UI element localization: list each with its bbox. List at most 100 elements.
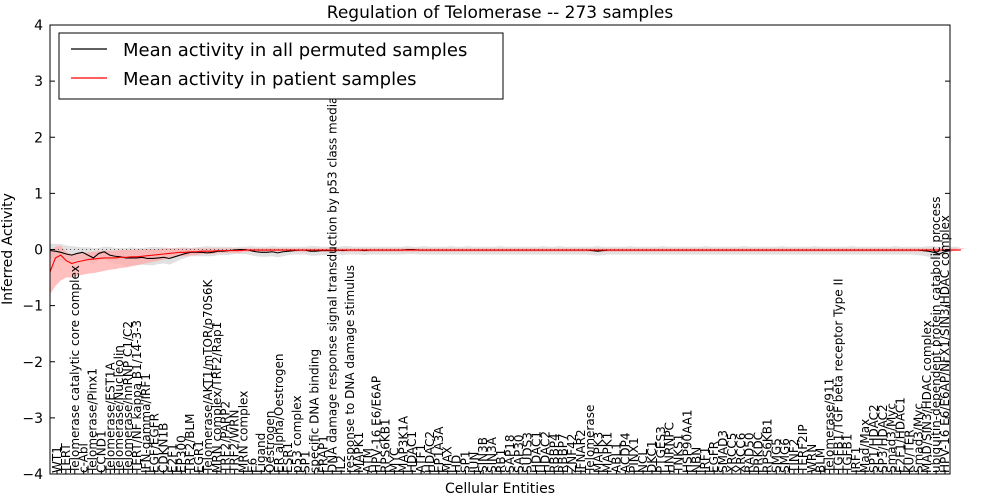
x-tick-label: SIN3B xyxy=(476,437,490,473)
x-tick-label: RBBP7 xyxy=(556,433,570,473)
x-tick-label: ABL1 xyxy=(609,442,623,473)
x-tick-label: response to DNA damage stimulus xyxy=(343,265,357,473)
legend[interactable]: Mean activity in all permuted samples Me… xyxy=(58,32,504,100)
x-tick-label: Telomerase xyxy=(583,405,597,474)
x-tick-label: SMG6 xyxy=(778,438,792,473)
x-tick-label: RBBP4 xyxy=(547,433,561,473)
x-tick-label: MAP3K1A xyxy=(396,415,410,473)
y-tick-label: −2 xyxy=(22,355,43,371)
x-tick-label: SUDS3 xyxy=(521,432,535,473)
x-tick-label: TRF2/WRN xyxy=(228,410,242,474)
x-tick-label: Mad/Max xyxy=(858,419,872,473)
chart-title: Regulation of Telomerase -- 273 samples xyxy=(327,3,674,23)
x-tick-label: TRF2/BLM xyxy=(183,413,197,474)
x-tick-label: E6 xyxy=(245,458,259,473)
x-tick-label: IRF1 xyxy=(849,447,863,473)
x-tick-label: TERT xyxy=(59,443,73,474)
x-tick-label: KU/TER xyxy=(902,429,916,473)
x-tick-label: PTGES3 xyxy=(654,426,668,473)
x-tick-label: MAPK1 xyxy=(352,432,366,473)
y-axis-label: Inferred Activity xyxy=(0,193,16,305)
x-tick-label: IFNAR2 xyxy=(574,429,588,473)
x-tick-label: MAPK3 xyxy=(592,432,606,473)
x-tick-label: DNA damage response signal transduction … xyxy=(325,80,339,473)
x-tick-label: MAPK1 xyxy=(601,432,615,473)
x-tick-label: SMAD3 xyxy=(716,430,730,473)
x-tick-label: ATM xyxy=(361,448,375,473)
x-tick-label: EGFR xyxy=(707,441,721,473)
x-tick-label: TERF2IP xyxy=(796,424,810,474)
x-tick-label: CCND1 xyxy=(94,430,108,473)
x-tick-label: Telomerase/Pinx1 xyxy=(86,368,100,474)
y-tick-label: 1 xyxy=(34,186,43,202)
x-tick-label: RPS6KB1 xyxy=(379,418,393,473)
x-tick-label: TGFB1 xyxy=(840,434,854,474)
x-tick-label: HPV-16 E6/E6AP xyxy=(370,376,384,473)
x-tick-label: MRN complex/TRF2/Rap1 xyxy=(210,322,224,473)
x-tick-label: TERT/NF kappa B1/14-3-3 xyxy=(130,320,144,474)
x-tick-label: SIN3A xyxy=(485,436,499,473)
x-tick-label: EGF/EGFR xyxy=(148,413,162,473)
y-tick-label: −4 xyxy=(22,467,43,483)
x-tick-label: IL2 xyxy=(334,455,348,473)
x-tick-label: NCL xyxy=(636,449,650,473)
x-tick-label: Telomerase/Nucleolin xyxy=(112,345,126,474)
series-line-patient xyxy=(49,249,961,273)
x-tick-label: Oestrogen xyxy=(263,411,277,473)
lines-layer xyxy=(49,248,961,273)
x-tick-label: MAX xyxy=(441,446,455,473)
x-tick-label: SP1 xyxy=(299,451,313,474)
x-tick-label: HDAC2 xyxy=(423,431,437,473)
x-tick-label: EP300 xyxy=(174,435,188,473)
x-tick-label: WT1 xyxy=(50,446,64,473)
x-tick-label: SAP30 xyxy=(512,434,526,473)
x-tick-label: ubiquitin-dependent protein catabolic pr… xyxy=(929,197,943,473)
x-tick-label: PRKDC xyxy=(752,432,766,473)
x-tick-label: HDAC2 xyxy=(538,431,552,473)
x-tick-label: Ligand xyxy=(254,433,268,473)
y-tick-label: 3 xyxy=(34,74,43,90)
x-tick-label: FRAP1 xyxy=(316,435,330,473)
x-tick-label: RB1 xyxy=(494,449,508,473)
legend-label-permuted: Mean activity in all permuted samples xyxy=(123,40,467,61)
x-tick-label: Telomerase/911 xyxy=(823,378,837,474)
x-tick-label: JUN xyxy=(467,452,481,474)
x-tick-label: RAD50 xyxy=(743,432,757,473)
x-tick-label: IFN-gamma/IRF1 xyxy=(139,373,153,473)
y-tick-label: 0 xyxy=(34,243,43,259)
x-tick-label: RPS6KB1 xyxy=(760,418,774,473)
x-tick-label: MYC xyxy=(387,448,401,473)
x-tick-label: p53 complex xyxy=(290,395,304,473)
y-tick-label: −3 xyxy=(22,411,43,427)
x-tick-label: CDKN1B xyxy=(157,423,171,473)
x-tick-label: PINX1 xyxy=(627,437,641,473)
x-tick-label: XRCC6 xyxy=(734,433,748,473)
x-tick-label: Smad3/Myc xyxy=(885,403,899,473)
x-tick-label: c-Abl xyxy=(77,443,91,473)
x-tick-label: EP1A3A xyxy=(432,426,446,473)
x-tick-label: Telomerase/AKT1/mTOR/p70S6K xyxy=(201,278,215,474)
x-tick-label: HDAC1 xyxy=(405,431,419,473)
x-tick-label: Telomerase/EST1A xyxy=(103,361,117,474)
y-axis: 4 3 2 1 0 −1 −2 −3 −4 xyxy=(22,18,950,483)
x-tick-label: NBN xyxy=(689,447,703,473)
x-axis-label: Cellular Entities xyxy=(445,481,555,497)
x-tick-label: HDAC1 xyxy=(530,431,544,473)
x-tick-label: E2F1 xyxy=(165,443,179,473)
y-tick-label: −1 xyxy=(22,299,43,315)
x-tick-label: ATF1 xyxy=(414,444,428,473)
y-tick-label: 4 xyxy=(34,18,43,34)
x-tick-label: E2F1/HDAC1 xyxy=(894,397,908,473)
y-tick-label: 2 xyxy=(34,130,43,146)
x-tick-label: ACDP4 xyxy=(618,433,632,474)
x-tick-label: ESR1 xyxy=(281,442,295,473)
x-tick-label: WRN xyxy=(805,444,819,473)
x-tick-label: ZNF42 xyxy=(565,434,579,473)
x-tick-label: SP1 xyxy=(458,451,472,474)
x-tick-label: SMG5 xyxy=(769,438,783,473)
x-tick-label: MAD/SIN3/HDAC complex xyxy=(920,320,934,473)
x-tick-label: TNKS1 xyxy=(672,434,686,474)
x-tick-label: DKC1 xyxy=(645,441,659,473)
